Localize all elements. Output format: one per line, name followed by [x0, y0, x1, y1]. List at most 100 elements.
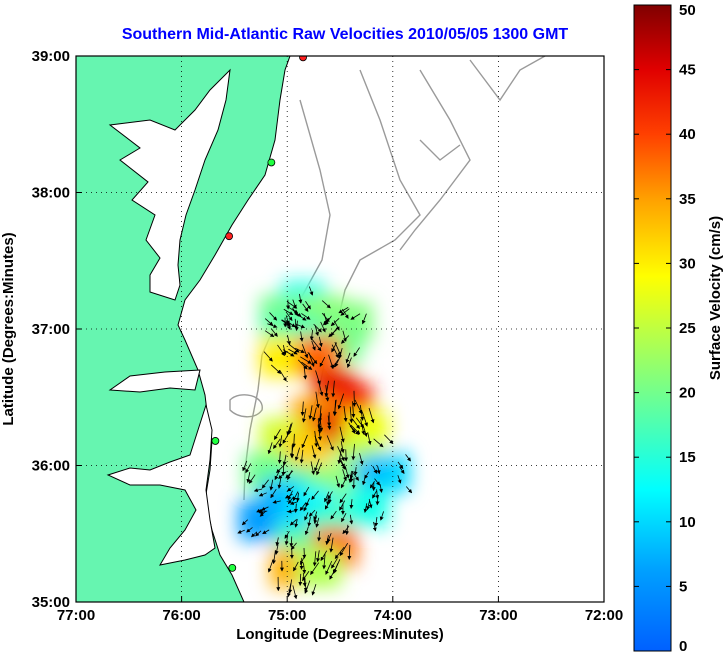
- velocity-vector: [335, 475, 341, 488]
- velocity-vector: [283, 308, 294, 316]
- velocity-vector: [339, 500, 346, 511]
- velocity-vector: [288, 348, 298, 355]
- velocity-vector: [330, 510, 337, 520]
- velocity-vector: [274, 429, 281, 440]
- station-marker: [299, 56, 307, 62]
- velocity-vector: [278, 471, 287, 480]
- velocity-vector: [292, 585, 298, 600]
- velocity-vector: [302, 408, 307, 423]
- velocity-vector: [325, 560, 333, 575]
- velocity-vector: [367, 432, 372, 446]
- velocity-vector: [302, 570, 310, 582]
- velocity-vector: [301, 434, 308, 449]
- velocity-vector: [302, 303, 309, 312]
- velocity-vector: [285, 311, 293, 322]
- velocity-vector: [293, 318, 298, 330]
- velocity-vector: [319, 356, 326, 368]
- velocity-vector: [291, 433, 296, 448]
- velocity-vector: [289, 519, 297, 526]
- velocity-vector: [293, 561, 299, 572]
- velocity-vector: [384, 434, 394, 445]
- velocity-vector: [282, 344, 287, 356]
- velocity-vector: [308, 286, 314, 296]
- colorbar-tick-label: 15: [679, 449, 696, 466]
- velocity-vector: [332, 399, 337, 416]
- velocity-vector: [334, 341, 342, 356]
- velocity-vector: [334, 546, 345, 560]
- velocity-vector: [320, 550, 328, 562]
- velocity-vector: [311, 445, 317, 459]
- velocity-vector: [297, 313, 307, 321]
- velocity-vector: [359, 452, 364, 465]
- y-tick-label: 35:00: [32, 594, 70, 611]
- velocity-vector: [375, 489, 380, 500]
- velocity-vector: [340, 477, 347, 489]
- velocity-vector: [258, 510, 268, 515]
- y-axis-label: Latitude (Degrees:Minutes): [0, 232, 17, 425]
- velocity-vector: [270, 328, 278, 337]
- pamlico-sound: [106, 403, 216, 566]
- velocity-vector: [337, 393, 345, 410]
- velocity-vector: [350, 313, 361, 320]
- velocity-vector: [353, 467, 358, 476]
- velocity-vector: [290, 542, 297, 550]
- x-tick-label: 76:00: [162, 607, 200, 624]
- velocity-vector: [287, 496, 295, 505]
- velocity-vector: [287, 301, 298, 309]
- velocity-vector: [355, 417, 365, 429]
- velocity-vector: [313, 515, 318, 525]
- velocity-vector: [278, 435, 283, 448]
- velocity-vector: [299, 331, 304, 342]
- velocity-vector: [274, 544, 279, 555]
- velocity-vector: [274, 470, 280, 481]
- colorbar-tick-label: 20: [679, 385, 696, 402]
- velocity-vector: [340, 308, 350, 316]
- velocity-vector: [397, 461, 404, 470]
- velocity-vector: [284, 493, 293, 499]
- velocity-vector: [329, 537, 334, 553]
- velocity-vector: [362, 476, 366, 486]
- velocity-vector: [287, 422, 293, 435]
- velocity-vector: [321, 300, 331, 309]
- velocity-vector: [277, 344, 285, 357]
- velocity-vector: [362, 424, 368, 437]
- station-markers: [211, 56, 307, 572]
- velocity-vector: [345, 524, 350, 536]
- velocity-vector: [298, 573, 303, 586]
- velocity-vector: [314, 435, 322, 452]
- velocity-vector: [289, 536, 294, 548]
- velocity-vector: [301, 344, 309, 359]
- velocity-vector: [308, 405, 313, 420]
- velocity-vector: [340, 335, 350, 344]
- velocity-vector: [320, 321, 326, 333]
- velocity-vector: [299, 449, 304, 464]
- velocity-vector: [261, 479, 269, 489]
- velocity-vector: [299, 502, 307, 512]
- station-marker: [267, 158, 276, 167]
- velocity-vector: [270, 364, 282, 374]
- velocity-vector: [405, 486, 413, 494]
- velocity-vector: [314, 458, 320, 472]
- y-tick-label: 36:00: [32, 458, 70, 475]
- velocity-vector: [310, 461, 316, 475]
- colorbar-tick-label: 10: [679, 514, 696, 531]
- velocity-vector: [326, 435, 334, 451]
- velocity-vector: [292, 491, 299, 502]
- velocity-vector: [261, 506, 269, 511]
- velocity-vector: [277, 477, 282, 489]
- velocity-vector: [345, 466, 350, 479]
- velocity-vector: [331, 380, 336, 398]
- velocity-vector: [302, 563, 307, 574]
- velocity-vector: [339, 493, 347, 504]
- velocity-vector: [351, 443, 356, 461]
- colorbar-tick-label: 25: [679, 320, 696, 337]
- x-tick-label: 77:00: [57, 607, 95, 624]
- x-axis-label: Longitude (Degrees:Minutes): [236, 626, 444, 643]
- velocity-vector: [270, 488, 277, 499]
- velocity-vector: [372, 465, 378, 474]
- velocity-vector: [329, 569, 336, 580]
- velocity-vector: [267, 442, 273, 455]
- velocity-vector: [251, 531, 258, 538]
- velocity-vector: [298, 293, 303, 304]
